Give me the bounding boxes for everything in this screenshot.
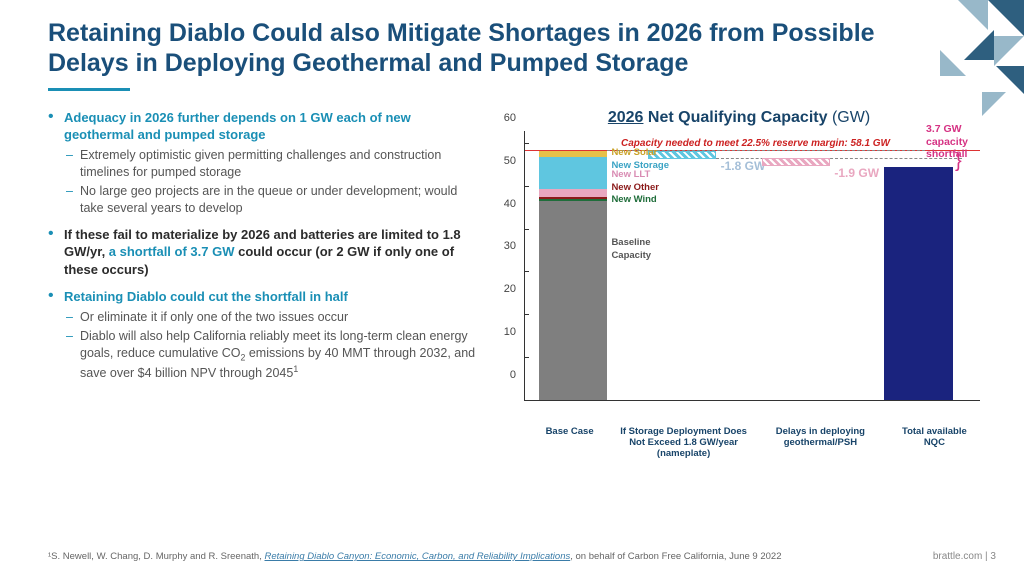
bullet-column: Adequacy in 2026 further depends on 1 GW… xyxy=(48,109,480,427)
shortfall-callout: 3.7 GW capacity shortfall xyxy=(926,123,990,161)
bullet-lead: Retaining Diablo could cut the shortfall… xyxy=(64,289,348,304)
bullet-text: If these fail to materialize by 2026 and… xyxy=(64,227,461,276)
footnote: ¹S. Newell, W. Chang, D. Murphy and R. S… xyxy=(48,551,781,562)
footnote-link[interactable]: Retaining Diablo Canyon: Economic, Carbo… xyxy=(264,551,570,562)
slide: Retaining Diablo Could also Mitigate Sho… xyxy=(0,0,1024,576)
chart: 0102030405060 Capacity needed to meet 22… xyxy=(494,131,980,427)
slide-title: Retaining Diablo Could also Mitigate Sho… xyxy=(48,18,948,78)
bullet-lead: Adequacy in 2026 further depends on 1 GW… xyxy=(64,110,411,142)
sub-bullet: Or eliminate it if only one of the two i… xyxy=(64,309,480,326)
x-axis-labels: Base CaseIf Storage Deployment Does Not … xyxy=(524,427,980,473)
plot-area: Capacity needed to meet 22.5% reserve ma… xyxy=(524,131,980,401)
title-underline xyxy=(48,88,130,91)
footer-right: brattle.com | 3 xyxy=(933,551,996,562)
sub-bullet: Diablo will also help California reliabl… xyxy=(64,328,480,381)
chart-title: 2026 Net Qualifying Capacity (GW) xyxy=(494,109,984,127)
y-axis: 0102030405060 xyxy=(494,131,522,401)
chart-column: 2026 Net Qualifying Capacity (GW) 010203… xyxy=(494,109,984,427)
sub-bullet: No large geo projects are in the queue o… xyxy=(64,183,480,216)
sub-bullet: Extremely optimistic given permitting ch… xyxy=(64,147,480,180)
